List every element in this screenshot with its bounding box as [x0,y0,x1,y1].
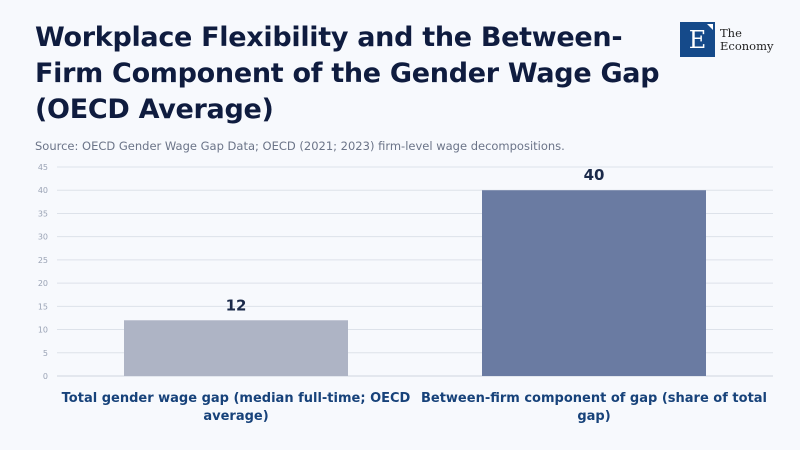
source-note: Source: OECD Gender Wage Gap Data; OECD … [35,139,565,153]
the-economy-logo: E The Economy [680,22,774,57]
x-tick-label-0: Total gender wage gap (median full-time;… [61,391,411,424]
x-tick-label-1: Between-firm component of gap (share of … [420,391,768,424]
chart-title: Workplace Flexibility and the Between-Fi… [35,22,660,125]
y-tick-label: 0 [43,372,48,381]
logo-text-line1: The [720,25,742,40]
y-tick-label: 40 [38,186,48,195]
bar [482,190,706,376]
data-label: 12 [226,296,247,314]
y-tick-label: 5 [43,349,48,358]
y-tick-label: 25 [38,256,48,265]
bar [124,320,348,376]
y-tick-label: 30 [38,233,48,242]
y-tick-label: 45 [38,163,48,172]
logo-mark: E [680,22,715,57]
y-tick-label: 20 [38,279,48,288]
logo-text-line2: Economy [720,38,774,53]
y-tick-label: 35 [38,209,48,218]
y-tick-label: 15 [38,302,48,311]
data-label: 40 [584,166,605,184]
y-tick-label: 10 [38,326,48,335]
